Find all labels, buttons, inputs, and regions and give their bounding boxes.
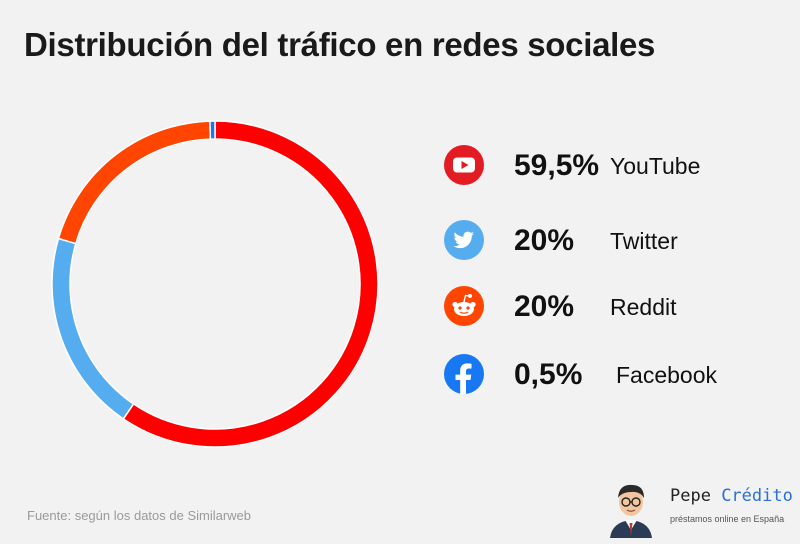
- legend-label: Facebook: [616, 362, 718, 388]
- chart-title: Distribución del tráfico en redes social…: [24, 26, 656, 63]
- brand-name: Pepe Crédito: [670, 486, 793, 506]
- legend-value: 20%: [514, 290, 575, 323]
- legend-value: 0,5%: [514, 358, 583, 391]
- donut-slice-facebook: [209, 120, 216, 140]
- donut-slice-twitter: [51, 237, 135, 420]
- legend-value: 20%: [514, 224, 575, 257]
- youtube-icon: [444, 145, 484, 185]
- facebook-icon: [444, 354, 484, 394]
- legend-label: Reddit: [610, 294, 677, 320]
- source-note: Fuente: según los datos de Similarweb: [27, 508, 252, 523]
- brand-tagline: préstamos online en España: [670, 514, 785, 524]
- legend-label: Twitter: [610, 228, 678, 254]
- donut-slice-reddit: [57, 120, 212, 245]
- reddit-icon: [444, 286, 484, 326]
- twitter-icon: [444, 220, 484, 260]
- legend-value: 59,5%: [514, 149, 600, 182]
- brand-logo: Pepe Crédito préstamos online en España: [606, 476, 796, 540]
- mascot-icon: [610, 484, 652, 538]
- donut-slice-youtube: [122, 120, 379, 448]
- legend-label: YouTube: [610, 153, 701, 179]
